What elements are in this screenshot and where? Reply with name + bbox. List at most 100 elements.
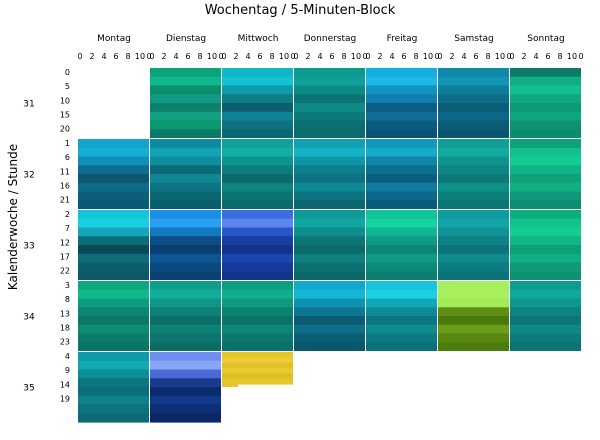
hour-tick-label: 15 bbox=[60, 110, 70, 119]
heat-cell-band bbox=[438, 271, 509, 281]
heat-cell-band bbox=[438, 342, 509, 352]
heat-cell-band bbox=[150, 333, 221, 343]
heat-cell-band bbox=[78, 210, 149, 220]
hour-tick-label: 1 bbox=[65, 139, 70, 148]
day-label: Montag bbox=[97, 34, 131, 44]
hour-tick-label: 18 bbox=[60, 323, 70, 332]
x-tick-label: 10 bbox=[567, 52, 577, 61]
heat-cell-band bbox=[438, 174, 509, 184]
heat-cell-band bbox=[294, 76, 365, 87]
x-tick-label: 6 bbox=[257, 52, 262, 61]
x-tick-label: 2 bbox=[89, 52, 94, 61]
heat-cell-band bbox=[78, 324, 149, 335]
heat-cell-band bbox=[150, 200, 221, 210]
heat-cell-band bbox=[294, 94, 365, 104]
heat-cell-band bbox=[366, 200, 437, 210]
heat-cell-band bbox=[510, 281, 581, 291]
heat-cell-band bbox=[78, 378, 149, 388]
day-label: Donnerstag bbox=[304, 34, 357, 44]
heat-cell-band bbox=[222, 103, 293, 113]
heat-cell-band bbox=[438, 103, 509, 113]
heat-cell-band bbox=[294, 191, 365, 201]
heat-cell-band bbox=[150, 68, 221, 78]
heat-cell-band bbox=[366, 253, 437, 264]
x-tick-label: 0 bbox=[149, 52, 154, 61]
heat-cell-band bbox=[366, 139, 437, 149]
heat-cell-band bbox=[438, 165, 509, 175]
heat-cell-band bbox=[150, 236, 221, 246]
heat-cell-band bbox=[222, 253, 293, 264]
hour-tick-label: 3 bbox=[65, 281, 70, 290]
heat-cell-band bbox=[510, 85, 581, 95]
heat-cell-band bbox=[438, 111, 509, 122]
heat-cell-band bbox=[150, 360, 221, 371]
heat-cell-band bbox=[78, 147, 149, 158]
day-label: Dienstag bbox=[166, 34, 206, 44]
heat-cell-band bbox=[150, 111, 221, 122]
heat-cell-band bbox=[294, 111, 365, 122]
x-tick-label: 6 bbox=[329, 52, 334, 61]
heat-cell-band bbox=[150, 352, 221, 362]
heat-cell-band bbox=[510, 174, 581, 184]
heat-cell-band bbox=[510, 253, 581, 264]
x-tick-label: 6 bbox=[185, 52, 190, 61]
heat-cell-band bbox=[78, 369, 149, 379]
heat-cell-band bbox=[222, 333, 293, 343]
heat-cell-band bbox=[510, 236, 581, 246]
x-tick-label: 0 bbox=[506, 52, 511, 61]
heat-cell-band bbox=[150, 342, 221, 352]
heat-cell-band bbox=[366, 191, 437, 201]
heat-cell-band bbox=[294, 120, 365, 130]
hour-tick-label: 12 bbox=[60, 238, 70, 247]
heat-cell-band bbox=[78, 271, 149, 281]
week-label: 35 bbox=[23, 384, 34, 394]
x-tick-label: 2 bbox=[305, 52, 310, 61]
heat-cell-band bbox=[366, 342, 437, 352]
heat-cell-band bbox=[78, 316, 149, 326]
heat-cell-band bbox=[78, 218, 149, 229]
heat-cell-band bbox=[438, 324, 509, 335]
x-tick-label: 4 bbox=[389, 52, 394, 61]
x-tick-label: 0 bbox=[434, 52, 439, 61]
day-label: Sonntag bbox=[527, 34, 564, 44]
heat-cell-band bbox=[294, 227, 365, 237]
hour-tick-label: 6 bbox=[65, 153, 70, 162]
heat-cell-band bbox=[294, 210, 365, 220]
heat-cell-band bbox=[510, 342, 581, 352]
heat-cell-band bbox=[150, 165, 221, 175]
x-tick-label: 2 bbox=[521, 52, 526, 61]
hour-tick-label: 14 bbox=[60, 380, 70, 389]
heat-cell-band bbox=[366, 227, 437, 237]
heat-cell-band bbox=[78, 281, 149, 291]
heat-cell-band bbox=[438, 147, 509, 158]
hour-tick-label: 21 bbox=[60, 196, 70, 205]
heat-cell-band bbox=[510, 191, 581, 201]
heat-cell-band bbox=[438, 68, 509, 78]
heat-cell-band bbox=[294, 289, 365, 300]
x-tick-label: 10 bbox=[207, 52, 217, 61]
heat-cell-band bbox=[438, 236, 509, 246]
heat-cell-band bbox=[438, 307, 509, 317]
heat-cell-band bbox=[78, 262, 149, 272]
heat-cell-band bbox=[78, 298, 149, 308]
heat-cell-band bbox=[366, 103, 437, 113]
heat-cell-band bbox=[78, 245, 149, 255]
heat-cell-band bbox=[222, 373, 293, 380]
heat-cell-band bbox=[438, 156, 509, 166]
x-tick-label: 0 bbox=[362, 52, 367, 61]
heat-cell-band bbox=[222, 298, 293, 308]
hour-tick-label: 17 bbox=[60, 252, 70, 261]
heat-cell-band bbox=[78, 333, 149, 343]
x-tick-label: 8 bbox=[341, 52, 346, 61]
heat-cell-band bbox=[150, 298, 221, 308]
heat-cell-band bbox=[510, 68, 581, 78]
hour-tick-label: 0 bbox=[65, 68, 70, 77]
hour-tick-label: 9 bbox=[65, 366, 70, 375]
hour-tick-label: 13 bbox=[60, 309, 70, 318]
heat-cell-band bbox=[150, 85, 221, 95]
heat-cell-band bbox=[150, 139, 221, 149]
heat-cell-band bbox=[294, 68, 365, 78]
heat-cell-band bbox=[438, 298, 509, 308]
heat-cell-band bbox=[438, 200, 509, 210]
x-tick-label: 4 bbox=[533, 52, 538, 61]
